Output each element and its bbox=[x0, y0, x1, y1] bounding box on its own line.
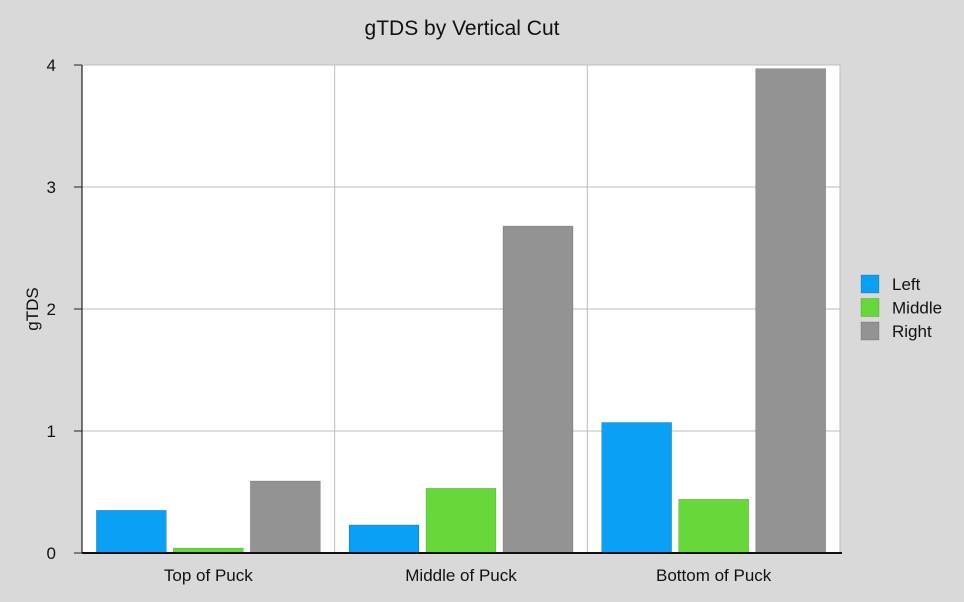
legend-label-middle: Middle bbox=[892, 299, 942, 318]
x-tick-label: Bottom of Puck bbox=[656, 566, 772, 585]
bars bbox=[96, 68, 826, 554]
chart-title: gTDS by Vertical Cut bbox=[365, 17, 560, 40]
bar-left-3 bbox=[601, 422, 672, 554]
y-axis-label: gTDS bbox=[23, 287, 42, 330]
legend-swatch-right bbox=[860, 321, 880, 341]
bar-right-1 bbox=[250, 480, 321, 554]
y-tick-label: 0 bbox=[47, 544, 56, 563]
x-tick-label: Top of Puck bbox=[164, 566, 253, 585]
bar-middle-2 bbox=[425, 488, 497, 554]
legend-label-left: Left bbox=[892, 275, 921, 294]
x-tick-labels: Top of Puck Middle of Puck Bottom of Puck bbox=[164, 566, 772, 585]
legend: Left Middle Right bbox=[860, 274, 942, 341]
y-tick-label: 1 bbox=[47, 422, 56, 441]
y-tick-labels: 0 1 2 3 4 bbox=[47, 56, 56, 563]
grid bbox=[82, 64, 841, 553]
bar-left-2 bbox=[348, 524, 420, 554]
y-tick-label: 2 bbox=[47, 300, 56, 319]
y-tick-label: 3 bbox=[47, 178, 56, 197]
legend-label-right: Right bbox=[892, 322, 932, 341]
bar-right-3 bbox=[755, 68, 826, 554]
legend-swatch-middle bbox=[860, 298, 880, 317]
bar-right-2 bbox=[502, 225, 574, 554]
bar-middle-3 bbox=[678, 499, 749, 554]
y-tick-label: 4 bbox=[47, 56, 56, 75]
bar-left-1 bbox=[96, 509, 167, 554]
x-tick-label: Middle of Puck bbox=[405, 566, 517, 585]
axes bbox=[74, 64, 842, 554]
legend-swatch-left bbox=[860, 274, 880, 294]
